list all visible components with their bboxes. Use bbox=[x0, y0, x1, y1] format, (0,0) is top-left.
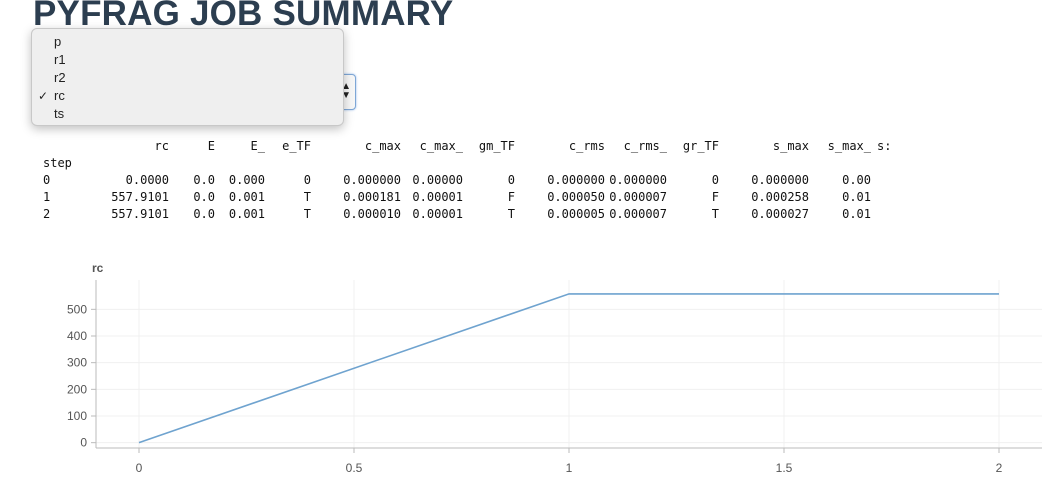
index-label-row: step bbox=[43, 155, 901, 172]
table-cell bbox=[871, 189, 901, 206]
x-tick-label: 2 bbox=[996, 461, 1003, 475]
column-header: c_max bbox=[364, 139, 401, 153]
column-header: E_ bbox=[250, 139, 265, 153]
table-cell: T bbox=[303, 190, 311, 204]
table-cell: T bbox=[711, 207, 719, 221]
table-cell: 0.000 bbox=[228, 173, 265, 187]
x-tick-label: 1.5 bbox=[776, 461, 793, 475]
y-tick-label: 500 bbox=[67, 302, 87, 316]
table-cell: 0.001 bbox=[228, 190, 265, 204]
dropdown-option-ts[interactable]: ts bbox=[54, 106, 65, 121]
table-cell: 0.0 bbox=[193, 190, 215, 204]
page-title: PYFRAG JOB SUMMARY bbox=[33, 0, 454, 33]
chart-series bbox=[138, 293, 999, 444]
column-header: e_TF bbox=[282, 139, 311, 153]
column-header: c_max_ bbox=[419, 139, 463, 153]
table-cell: 557.9101 bbox=[111, 207, 169, 221]
dropdown-option-rc[interactable]: ✓ rc bbox=[38, 88, 65, 103]
column-header: rc bbox=[154, 139, 169, 153]
variable-dropdown-menu[interactable]: p r1 r2 ✓ rc ts bbox=[31, 28, 344, 126]
table-cell bbox=[871, 172, 901, 189]
column-header: s_max_ bbox=[827, 139, 871, 153]
x-tick-label: 1 bbox=[566, 461, 573, 475]
x-tick-label: 0.5 bbox=[346, 461, 363, 475]
rc-line-chart: rc 0 100 200 300 400 500 0 0.5 1 1.5 2 bbox=[67, 261, 1042, 475]
column-header: E bbox=[207, 139, 215, 153]
table-cell: 0.00001 bbox=[412, 190, 463, 204]
table-row: 1 557.9101 0.0 0.001 T 0.000181 0.00001 … bbox=[43, 189, 901, 206]
table-cell: 0.00 bbox=[842, 173, 871, 187]
table-cell: 0.00000 bbox=[412, 173, 463, 187]
checkmark-icon: ✓ bbox=[38, 89, 49, 103]
table-cell: 0.0000 bbox=[125, 173, 169, 187]
table-row: 0 0.0000 0.0 0.000 0 0.000000 0.00000 0 … bbox=[43, 172, 901, 189]
y-tick-label: 100 bbox=[67, 409, 87, 423]
table-cell: 0.000007 bbox=[609, 207, 667, 221]
row-index: 2 bbox=[43, 207, 51, 221]
table-header-row: rc E E_ e_TF c_max c_max_ gm_TF c_rms c_… bbox=[43, 138, 901, 155]
select-arrows-icon: ▲ ▼ bbox=[341, 81, 351, 101]
table-cell: 0 bbox=[507, 173, 515, 187]
table-cell: 0.000027 bbox=[751, 207, 809, 221]
table-cell: 0.001 bbox=[228, 207, 265, 221]
table-cell: 0 bbox=[711, 173, 719, 187]
table-cell: 0.000181 bbox=[343, 190, 401, 204]
chart-axes: 0 100 200 300 400 500 0 0.5 1 1.5 2 bbox=[67, 280, 1042, 475]
table-cell: F bbox=[711, 190, 719, 204]
table-cell: 0.000000 bbox=[751, 173, 809, 187]
table-cell: 0.000007 bbox=[609, 190, 667, 204]
table-cell: T bbox=[303, 207, 311, 221]
table-cell: 0.000000 bbox=[343, 173, 401, 187]
table-cell: 0.000000 bbox=[609, 173, 667, 187]
table-cell: 0.000000 bbox=[547, 173, 605, 187]
column-header: s: bbox=[877, 139, 892, 153]
row-index: 0 bbox=[43, 173, 51, 187]
column-header: gr_TF bbox=[682, 139, 719, 153]
y-tick-label: 300 bbox=[67, 356, 87, 370]
column-header: c_rms_ bbox=[623, 139, 667, 153]
chart-title: rc bbox=[92, 261, 104, 275]
row-index: 1 bbox=[43, 190, 51, 204]
y-tick-label: 200 bbox=[67, 382, 87, 396]
table-cell: 0.0 bbox=[193, 207, 215, 221]
y-tick-label: 400 bbox=[67, 329, 87, 343]
table-cell: T bbox=[507, 207, 515, 221]
table-row: 2 557.9101 0.0 0.001 T 0.000010 0.00001 … bbox=[43, 206, 901, 223]
dropdown-option-r2[interactable]: r2 bbox=[54, 70, 66, 85]
table-cell: 0.0 bbox=[193, 173, 215, 187]
table-cell: 0.01 bbox=[842, 190, 871, 204]
x-tick-label: 0 bbox=[136, 461, 143, 475]
table-cell: F bbox=[507, 190, 515, 204]
series-line-rc bbox=[138, 293, 999, 444]
table-cell: 0.01 bbox=[842, 207, 871, 221]
table-cell bbox=[871, 206, 901, 223]
table-cell: 0.000005 bbox=[547, 207, 605, 221]
table-cell: 0.000050 bbox=[547, 190, 605, 204]
table-cell: 0.000010 bbox=[343, 207, 401, 221]
table-cell: 0 bbox=[303, 173, 311, 187]
y-tick-label: 0 bbox=[80, 436, 87, 450]
chart-grid bbox=[96, 280, 1042, 448]
dropdown-option-p[interactable]: p bbox=[54, 34, 62, 49]
table-cell: 557.9101 bbox=[111, 190, 169, 204]
column-header: gm_TF bbox=[478, 139, 515, 153]
column-header: c_rms bbox=[568, 139, 605, 153]
table-cell: 0.000258 bbox=[751, 190, 809, 204]
table-cell: 0.00001 bbox=[412, 207, 463, 221]
summary-table: rc E E_ e_TF c_max c_max_ gm_TF c_rms c_… bbox=[43, 138, 901, 223]
column-header: s_max bbox=[772, 139, 809, 153]
index-label: step bbox=[43, 156, 72, 170]
dropdown-option-r1[interactable]: r1 bbox=[54, 52, 66, 67]
